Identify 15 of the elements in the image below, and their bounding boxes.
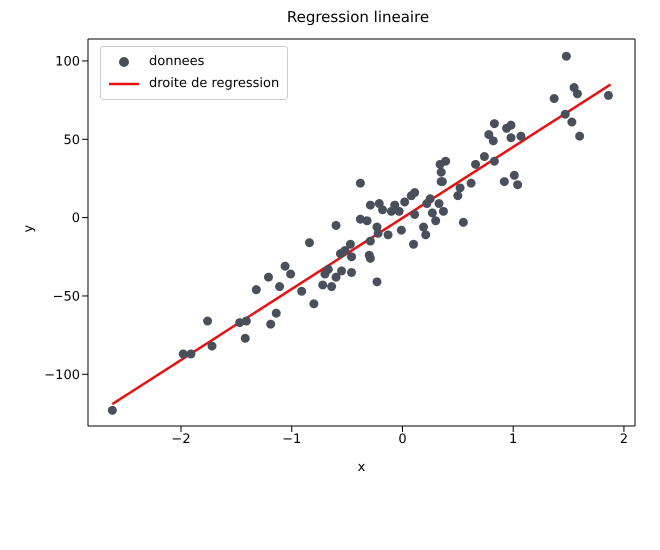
x-tick-label: 0 <box>398 432 407 448</box>
y-tick-label: −50 <box>52 290 80 305</box>
x-tick-label: −1 <box>282 432 302 448</box>
y-tick-label: 0 <box>72 211 80 226</box>
y-tick-label: 50 <box>63 132 80 148</box>
legend-label: donnees <box>149 53 204 71</box>
y-axis-title: y <box>22 224 37 232</box>
y-tick-label: 100 <box>55 54 80 70</box>
x-tick-label: 2 <box>620 432 628 448</box>
y-tick-label: −100 <box>44 368 80 383</box>
chart-title: Regression lineaire <box>286 8 430 28</box>
x-axis-title: x <box>358 460 366 475</box>
x-tick-label: −2 <box>171 432 191 448</box>
legend-label: droite de regression <box>149 75 280 93</box>
x-tick-label: 1 <box>509 432 518 448</box>
